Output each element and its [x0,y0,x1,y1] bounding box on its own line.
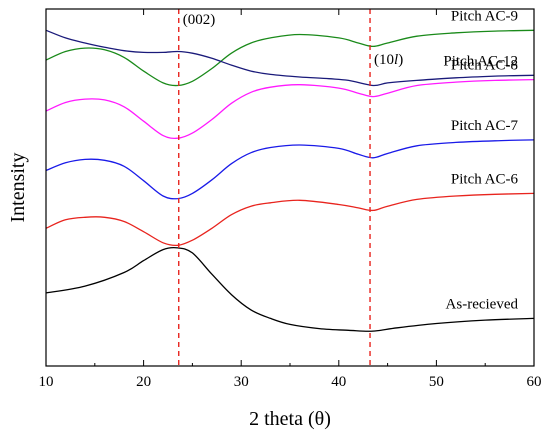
peak-label-part: l [394,52,398,68]
x-axis-title: 2 theta (θ) [249,408,331,430]
peak-label-part: (002) [183,12,216,28]
y-axis-title: Intensity [7,153,29,223]
series-label-pitch-ac-12: Pitch AC-12 [443,53,518,69]
series-line-as-recieved [45,246,535,332]
x-tick-label: 30 [234,374,249,390]
x-tick-label: 40 [331,374,346,390]
series-line-pitch-ac-8 [45,78,535,140]
x-tick-label: 50 [429,374,444,390]
series-line-pitch-ac-6 [45,192,535,247]
peak-label-part: (10 [374,52,394,68]
series-line-pitch-ac-12 [45,29,535,87]
series-line-pitch-ac-9 [45,29,535,87]
x-tick-label: 60 [527,374,542,390]
series-label-as-recieved: As-recieved [446,296,519,312]
x-axis-ticks: 10 20 30 40 50 60 [39,9,542,390]
peak-label-2: (10l) [374,52,403,68]
series-labels: As-recieved Pitch AC-6 Pitch AC-7 Pitch AC-… [443,8,518,312]
series-line-pitch-ac-7 [45,139,535,200]
series-label-pitch-ac-6: Pitch AC-6 [451,171,519,187]
series-label-pitch-ac-8: Pitch AC-8 [451,58,518,74]
peak-label-1: (002) [183,12,216,28]
x-tick-label: 20 [136,374,151,390]
reference-lines: (002) (10l) [178,9,403,366]
series-layer [45,29,535,332]
series-label-pitch-ac-9: Pitch AC-9 [451,8,518,24]
x-tick-label: 10 [39,374,54,390]
peak-label-part: ) [398,52,403,68]
series-label-pitch-ac-7: Pitch AC-7 [451,118,519,134]
